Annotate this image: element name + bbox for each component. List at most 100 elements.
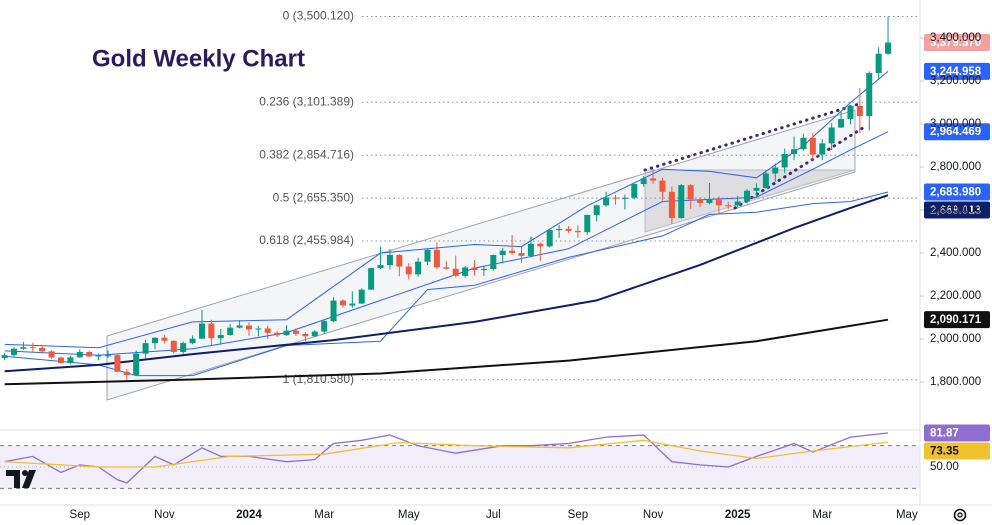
fib-label: 0.5 (2,655.350) bbox=[273, 190, 354, 204]
candle-body bbox=[227, 327, 234, 335]
candle-body bbox=[180, 343, 187, 352]
candle-body bbox=[847, 105, 854, 120]
candle-body bbox=[67, 357, 74, 363]
rsi-line bbox=[4, 439, 889, 468]
candle-body bbox=[349, 303, 356, 306]
price-badge: 3,244.958 bbox=[930, 66, 982, 78]
price-badge: 2,964.469 bbox=[930, 126, 981, 138]
candle-body bbox=[480, 268, 487, 271]
candle-body bbox=[819, 143, 826, 155]
price-badge: 73.35 bbox=[930, 446, 959, 458]
candle-body bbox=[198, 323, 205, 339]
y-tick-label: 3,400.000 bbox=[930, 32, 981, 44]
candle-body bbox=[255, 328, 262, 330]
candle-body bbox=[217, 334, 224, 339]
candle-body bbox=[462, 267, 469, 276]
candle-body bbox=[706, 199, 713, 203]
candle-body bbox=[574, 230, 581, 233]
candle-body bbox=[640, 178, 647, 185]
price-badge: 81.87 bbox=[930, 428, 959, 440]
candle-body bbox=[537, 243, 544, 247]
candle-body bbox=[856, 105, 863, 117]
candle-body bbox=[753, 187, 760, 191]
price-badge-bg bbox=[924, 33, 990, 51]
candle-body bbox=[443, 267, 450, 269]
rsi-pane bbox=[0, 432, 920, 489]
candle-body bbox=[885, 42, 892, 54]
price-pane: 0 (3,500.120) 0.236 (3,101.389) 0.382 (2,8… bbox=[1, 9, 920, 386]
candle-body bbox=[687, 185, 694, 200]
candle-body bbox=[86, 351, 93, 357]
candle-body bbox=[20, 347, 27, 349]
candle-body bbox=[612, 197, 619, 199]
price-badge: 2,090.171 bbox=[930, 314, 982, 326]
candle-body bbox=[762, 173, 769, 188]
candle-body bbox=[245, 325, 252, 330]
candle-body bbox=[603, 197, 610, 206]
candle-body bbox=[39, 347, 46, 352]
y-tick-label: 3,000.000 bbox=[930, 118, 981, 130]
candle-body bbox=[471, 267, 478, 271]
candle-body bbox=[114, 355, 121, 372]
overlay-line bbox=[4, 318, 889, 386]
y-tick-label: 1,800.000 bbox=[930, 376, 981, 388]
price-badge-bg bbox=[924, 201, 990, 219]
candle-body bbox=[311, 331, 318, 337]
candle-body bbox=[48, 351, 55, 358]
candle-body bbox=[715, 199, 722, 206]
candle-body bbox=[377, 265, 384, 269]
candle-body bbox=[621, 197, 628, 199]
x-tick-label: Sep bbox=[70, 509, 90, 521]
fib-label: 0.236 (3,101.389) bbox=[259, 94, 354, 108]
candle-body bbox=[151, 337, 158, 344]
price-badge: 2,669.013 bbox=[930, 205, 981, 217]
fib-label: 0.618 (2,455.984) bbox=[259, 233, 354, 247]
candle-body bbox=[631, 184, 638, 198]
candle-body bbox=[339, 300, 346, 306]
settings-button[interactable] bbox=[953, 508, 967, 522]
y-tick-label: 50.00 bbox=[930, 461, 959, 473]
price-badge-bg bbox=[924, 442, 990, 460]
y-tick-label: 2,000.000 bbox=[930, 333, 981, 345]
candle-body bbox=[875, 53, 882, 74]
candle-body bbox=[490, 254, 497, 269]
candle-body bbox=[274, 332, 281, 336]
candle-body bbox=[11, 348, 18, 356]
price-badges: 3,379.370 3,244.958 2,964.469 2,683.980 2,66… bbox=[924, 33, 990, 460]
candle-body bbox=[321, 321, 328, 332]
candle-body bbox=[358, 289, 365, 304]
candle-body bbox=[791, 149, 798, 154]
candle-body bbox=[208, 323, 215, 339]
candle-body bbox=[518, 253, 525, 256]
candle-body bbox=[292, 330, 299, 334]
x-tick-label: 2025 bbox=[725, 509, 751, 521]
candle-body bbox=[189, 338, 196, 344]
price-badge: 3,379.370 bbox=[930, 37, 981, 49]
x-tick-label: May bbox=[896, 509, 918, 521]
overlay-line bbox=[4, 194, 889, 373]
price-badge: 2,683.980 bbox=[930, 187, 981, 199]
candle-body bbox=[76, 351, 83, 358]
y-tick-label: 3,200.000 bbox=[930, 75, 981, 87]
price-badge-bg bbox=[924, 311, 990, 329]
candle-body bbox=[697, 199, 704, 203]
candle-body bbox=[584, 215, 591, 233]
x-tick-label: Jul bbox=[486, 509, 501, 521]
candle-body bbox=[499, 250, 506, 255]
chart-title: Gold Weekly Chart bbox=[92, 45, 305, 72]
candle-body bbox=[809, 137, 816, 155]
candle-body bbox=[659, 180, 666, 192]
candle-body bbox=[546, 230, 553, 247]
rsi-line bbox=[4, 432, 889, 484]
candle-body bbox=[744, 190, 751, 202]
fib-label: 0 (3,500.120) bbox=[283, 9, 354, 23]
candle-body bbox=[104, 355, 111, 357]
candle-body bbox=[1, 355, 8, 358]
candle-body bbox=[170, 340, 177, 352]
candle-body bbox=[433, 249, 440, 268]
x-tick-label: 2024 bbox=[236, 509, 262, 521]
candle-body bbox=[866, 73, 873, 117]
y-tick-label: 2,600.000 bbox=[930, 204, 981, 216]
logo bbox=[6, 470, 36, 488]
